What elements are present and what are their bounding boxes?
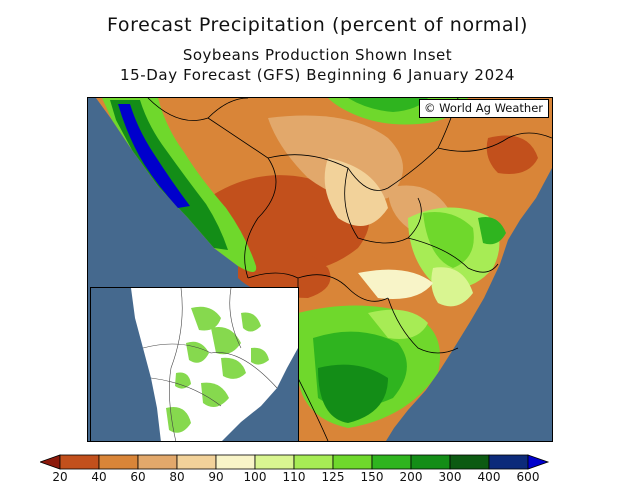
- colorbar-segment: [293, 454, 334, 470]
- colorbar-label: 100: [243, 470, 267, 484]
- colorbar-arrow-high: [527, 454, 550, 470]
- colorbar-segment: [449, 454, 490, 470]
- colorbar-segment: [371, 454, 412, 470]
- colorbar: [40, 454, 550, 470]
- colorbar-segment: [176, 454, 217, 470]
- forecast-period: 15-Day Forecast (GFS) Beginning 6 Januar…: [119, 66, 515, 84]
- andes-peak: [118, 104, 190, 208]
- colorbar-segment: [137, 454, 178, 470]
- colorbar-segment: [410, 454, 451, 470]
- colorbar-label: 110: [282, 470, 306, 484]
- soybean-production-inset: [90, 287, 299, 441]
- inset-map: [91, 288, 298, 441]
- map-credit: © World Ag Weather: [418, 99, 549, 118]
- precipitation-map: © World Ag Weather: [87, 97, 553, 442]
- colorbar-segment: [332, 454, 373, 470]
- colorbar-segment: [488, 454, 529, 470]
- colorbar-segment: [59, 454, 100, 470]
- map-canvas: [88, 98, 552, 441]
- colorbar-label: 400: [477, 470, 501, 484]
- map-title: Forecast Precipitation (percent of norma…: [107, 14, 528, 36]
- colorbar-label: 200: [399, 470, 423, 484]
- colorbar-label: 80: [169, 470, 185, 484]
- colorbar-segment: [98, 454, 139, 470]
- soybean-areas: [166, 306, 269, 433]
- colorbar-segment: [254, 454, 295, 470]
- map-subtitle: Soybeans Production Shown Inset: [182, 46, 453, 64]
- colorbar-label: 150: [360, 470, 384, 484]
- colorbar-label: 90: [208, 470, 224, 484]
- colorbar-label: 600: [516, 470, 540, 484]
- colorbar-label: 20: [52, 470, 68, 484]
- colorbar-segment: [215, 454, 256, 470]
- colorbar-label: 300: [438, 470, 462, 484]
- colorbar-label: 60: [130, 470, 146, 484]
- colorbar-label: 40: [91, 470, 107, 484]
- colorbar-arrow-low: [40, 454, 61, 470]
- colorbar-label: 125: [321, 470, 345, 484]
